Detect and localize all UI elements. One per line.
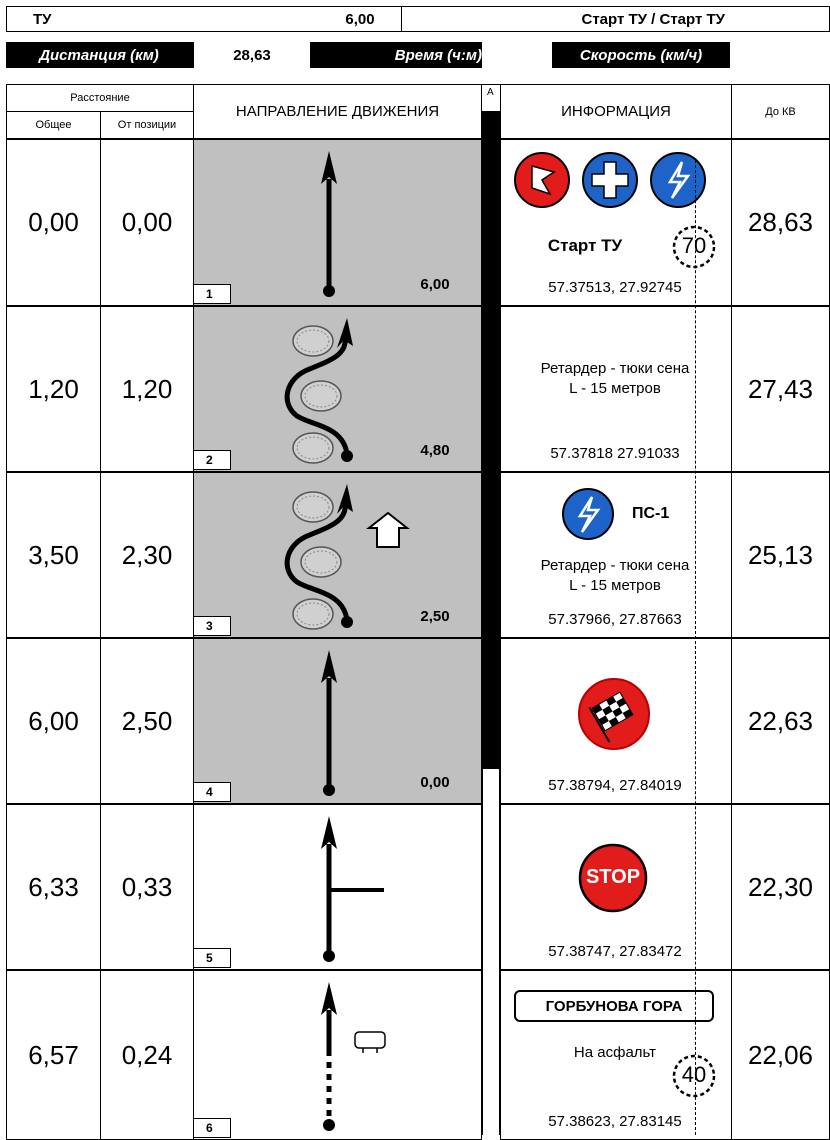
header-title: ТУ xyxy=(33,10,52,28)
speed-value xyxy=(730,42,830,68)
speed-label: Скорость (км/ч) xyxy=(579,46,703,64)
row-total: 3,50 xyxy=(6,472,101,638)
place-name-label: ГОРБУНОВА ГОРА xyxy=(514,990,714,1022)
stop-sign-icon xyxy=(578,843,648,913)
row-from-position: 1,20 xyxy=(100,306,194,472)
row-to-kv: 22,63 xyxy=(731,638,830,804)
gr-bar xyxy=(482,139,500,769)
row-1-info-title: Старт ТУ xyxy=(547,236,623,255)
row-to-kv: 25,13 xyxy=(731,472,830,638)
row-remaining: 4,80 xyxy=(420,442,450,459)
row-number: 5 xyxy=(193,948,231,968)
distance-label: Дистанция (км) xyxy=(39,46,159,64)
header-total-value: 6,00 xyxy=(345,10,375,28)
row-to-kv: 27,43 xyxy=(731,306,830,472)
col-info: ИНФОРМАЦИЯ xyxy=(500,84,732,139)
row-2-info-text: Ретардер - тюки сена xyxy=(540,360,690,377)
direction-diagram xyxy=(321,982,386,1131)
row-3-info-title: ПС-1 xyxy=(632,505,670,522)
row-3-info-text2: L - 15 метров xyxy=(569,577,661,594)
lightning-icon xyxy=(562,488,614,540)
stop-sign-text: STOP xyxy=(585,866,641,888)
header-stats-bar: Дистанция (км) 28,63 Время (ч:м) Скорост… xyxy=(6,42,830,68)
row-to-kv: 28,63 xyxy=(731,139,830,306)
col-to-kv: До КВ xyxy=(731,84,830,139)
first-aid-icon xyxy=(582,152,638,208)
row-2-info-text2: L - 15 метров xyxy=(569,380,661,397)
house-icon xyxy=(366,511,410,548)
row-remaining: 6,00 xyxy=(420,276,450,293)
gr-bar-empty xyxy=(482,769,500,1135)
col-a-gr: А Гр xyxy=(481,84,501,139)
row-coordinates: 57.38794, 27.84019 xyxy=(548,777,682,794)
row-coordinates: 57.37966, 27.87663 xyxy=(548,611,682,628)
row-number: 2 xyxy=(193,450,231,470)
col-a: А xyxy=(487,87,494,98)
row-total: 6,00 xyxy=(6,638,101,804)
row-coordinates: 57.38623, 27.83145 xyxy=(548,1113,682,1130)
direction-diagram xyxy=(284,318,353,464)
row-total: 1,20 xyxy=(6,306,101,472)
row-coordinates: 57.37818 27.91033 xyxy=(550,445,680,462)
row-from-position: 2,50 xyxy=(100,638,194,804)
row-to-kv: 22,06 xyxy=(731,970,830,1140)
row-number: 6 xyxy=(193,1118,231,1138)
row-direction-cell xyxy=(193,139,482,306)
speed-limit-sign xyxy=(672,225,716,269)
row-number: 4 xyxy=(193,782,231,802)
row-direction-cell xyxy=(193,638,482,804)
speed-limit-value: 70 xyxy=(681,233,707,258)
direction-diagram xyxy=(321,151,337,297)
col-distance: Расстояние xyxy=(6,84,194,112)
col-total: Общее xyxy=(6,111,101,139)
row-number: 3 xyxy=(193,616,231,636)
row-6-info-text: На асфальт xyxy=(573,1044,657,1061)
row-total: 6,33 xyxy=(6,804,101,970)
time-value xyxy=(482,42,552,68)
row-from-position: 0,24 xyxy=(100,970,194,1140)
row-from-position: 0,33 xyxy=(100,804,194,970)
direction-diagram xyxy=(321,650,337,796)
flag-icon xyxy=(514,152,570,208)
speed-limit-sign xyxy=(672,1054,716,1098)
row-coordinates: 57.38747, 27.83472 xyxy=(548,943,682,960)
col-from-position: От позиции xyxy=(100,111,194,139)
row-remaining: 2,50 xyxy=(420,608,450,625)
distance-value: 28,63 xyxy=(194,42,310,68)
row-3-info-text: Ретардер - тюки сена xyxy=(540,557,690,574)
row-to-kv: 22,30 xyxy=(731,804,830,970)
header-start-label: Старт ТУ / Старт ТУ xyxy=(401,6,830,32)
time-label: Время (ч:м) xyxy=(394,46,482,64)
dashed-guide-line xyxy=(695,160,696,1135)
lightning-icon xyxy=(650,152,706,208)
speed-limit-value: 40 xyxy=(681,1062,707,1087)
col-direction: НАПРАВЛЕНИЕ ДВИЖЕНИЯ xyxy=(193,84,482,139)
row-number: 1 xyxy=(193,284,231,304)
direction-diagram xyxy=(284,484,353,630)
row-coordinates: 57.37513, 27.92745 xyxy=(548,279,682,296)
row-from-position: 0,00 xyxy=(100,139,194,306)
row-remaining: 0,00 xyxy=(420,774,450,791)
row-total: 6,57 xyxy=(6,970,101,1140)
finish-flag-icon xyxy=(578,678,650,750)
row-direction-cell xyxy=(193,804,482,970)
row-from-position: 2,30 xyxy=(100,472,194,638)
row-total: 0,00 xyxy=(6,139,101,306)
col-gr-bar xyxy=(482,111,500,139)
direction-diagram xyxy=(321,816,384,962)
